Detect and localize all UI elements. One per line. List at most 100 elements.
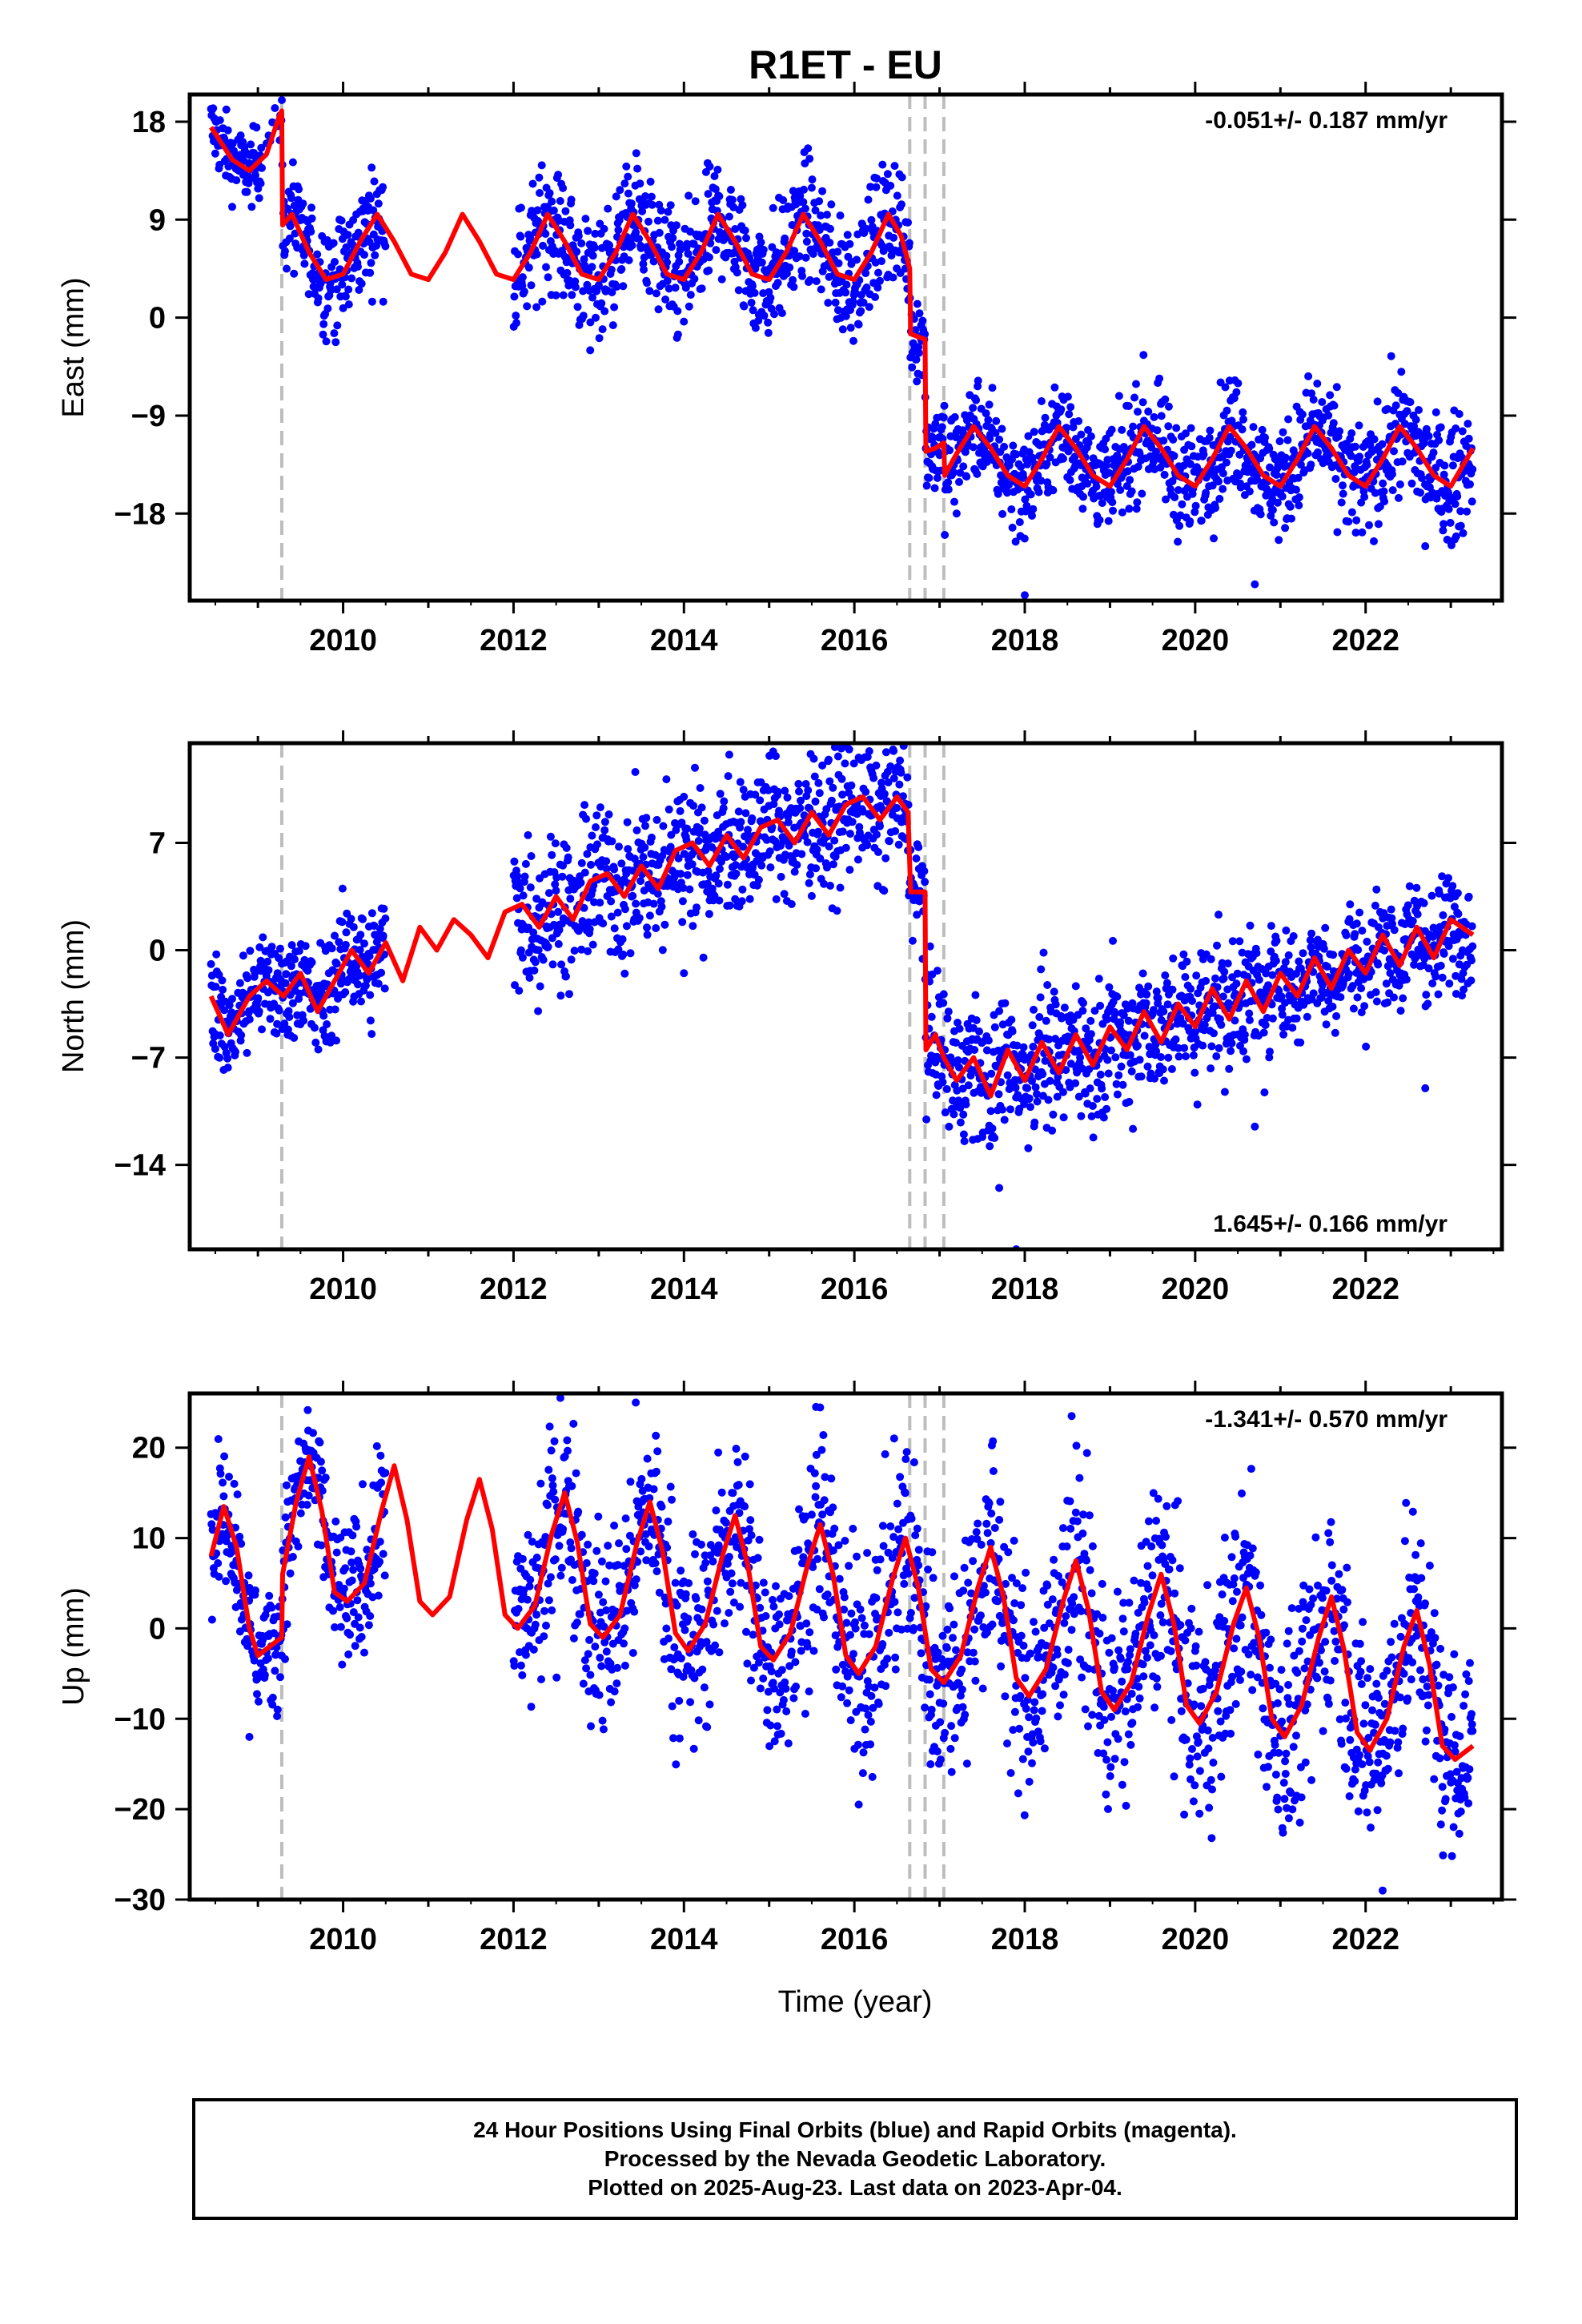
data-point xyxy=(311,1038,320,1047)
data-point xyxy=(661,296,670,304)
data-point xyxy=(710,172,719,180)
data-point xyxy=(516,1661,525,1670)
data-point xyxy=(938,1078,947,1087)
data-point xyxy=(803,838,812,846)
data-point xyxy=(218,976,227,985)
data-point xyxy=(281,979,290,987)
data-point xyxy=(600,307,609,316)
data-point xyxy=(1270,518,1279,527)
data-point xyxy=(1371,988,1380,996)
data-point xyxy=(354,228,363,237)
data-point xyxy=(995,435,1004,444)
data-point xyxy=(1458,427,1467,436)
data-point xyxy=(998,509,1007,518)
data-point xyxy=(1211,974,1219,983)
data-point xyxy=(577,239,586,247)
data-point xyxy=(584,1650,592,1659)
data-point xyxy=(267,1603,276,1612)
data-point xyxy=(225,1001,234,1010)
data-point xyxy=(243,1048,251,1057)
data-point xyxy=(343,1614,351,1622)
data-point xyxy=(789,275,797,284)
data-point xyxy=(271,104,279,112)
data-point xyxy=(346,1630,355,1639)
data-point xyxy=(1159,436,1168,445)
data-point xyxy=(646,177,655,186)
panel-frame xyxy=(187,741,1504,1252)
data-point xyxy=(781,234,789,243)
data-point xyxy=(1267,922,1275,931)
data-point xyxy=(911,326,920,335)
data-point xyxy=(790,247,799,255)
data-point xyxy=(1372,997,1381,1006)
data-point xyxy=(1435,436,1443,444)
data-point xyxy=(1125,505,1134,513)
data-point xyxy=(1117,1062,1126,1071)
data-point xyxy=(220,1452,229,1461)
data-point xyxy=(619,950,628,959)
data-point xyxy=(652,289,661,298)
data-point xyxy=(329,1606,337,1615)
data-point xyxy=(1174,1052,1183,1061)
data-point xyxy=(964,1081,973,1090)
data-point xyxy=(1284,415,1293,424)
data-point xyxy=(750,288,759,297)
data-point xyxy=(220,1043,229,1051)
data-point xyxy=(612,1679,621,1688)
data-point xyxy=(608,288,616,296)
data-point xyxy=(912,854,921,862)
data-point xyxy=(281,1655,289,1663)
data-point xyxy=(647,192,656,201)
data-point xyxy=(802,237,811,246)
data-point xyxy=(841,759,849,768)
data-point xyxy=(1162,495,1170,504)
data-point xyxy=(635,914,644,923)
data-point xyxy=(922,481,931,490)
data-point xyxy=(741,809,750,818)
data-point xyxy=(1210,1029,1218,1038)
data-point xyxy=(225,1473,233,1481)
data-point xyxy=(586,318,595,327)
data-point xyxy=(705,253,713,262)
data-point xyxy=(975,1027,983,1035)
data-point xyxy=(291,229,299,238)
data-point xyxy=(1215,477,1223,486)
data-point xyxy=(886,181,895,190)
data-point xyxy=(537,161,546,170)
data-point xyxy=(816,854,825,863)
data-point xyxy=(1351,442,1359,451)
data-point xyxy=(643,279,651,287)
data-point xyxy=(938,423,946,432)
data-point xyxy=(1030,1005,1038,1014)
data-point xyxy=(849,336,857,345)
data-point xyxy=(1355,452,1364,461)
data-point xyxy=(1037,397,1046,405)
data-point xyxy=(731,225,740,233)
data-point xyxy=(1082,1024,1090,1033)
data-point xyxy=(1028,1021,1037,1030)
data-point xyxy=(381,914,390,923)
data-point xyxy=(871,719,879,727)
data-point xyxy=(653,890,662,898)
data-point xyxy=(361,981,370,990)
data-point xyxy=(342,243,351,251)
data-point xyxy=(552,291,560,300)
data-point xyxy=(228,203,236,211)
data-point xyxy=(691,763,699,772)
data-point xyxy=(1344,517,1353,526)
data-point xyxy=(1219,485,1227,493)
data-point xyxy=(1416,489,1424,497)
data-point xyxy=(926,942,934,951)
data-point xyxy=(1439,520,1448,529)
data-point xyxy=(723,880,732,889)
data-point xyxy=(955,1024,964,1033)
data-point xyxy=(534,1007,543,1015)
panel-up: 2010 2012 2014 2016 2018 2020 202220100−10−20−… xyxy=(57,1381,1516,1956)
data-point xyxy=(602,865,611,873)
data-point xyxy=(1202,976,1211,985)
data-point xyxy=(528,1538,536,1546)
data-point xyxy=(1111,1053,1120,1062)
data-point xyxy=(1227,446,1235,455)
data-point xyxy=(583,850,592,858)
data-point xyxy=(861,224,870,233)
